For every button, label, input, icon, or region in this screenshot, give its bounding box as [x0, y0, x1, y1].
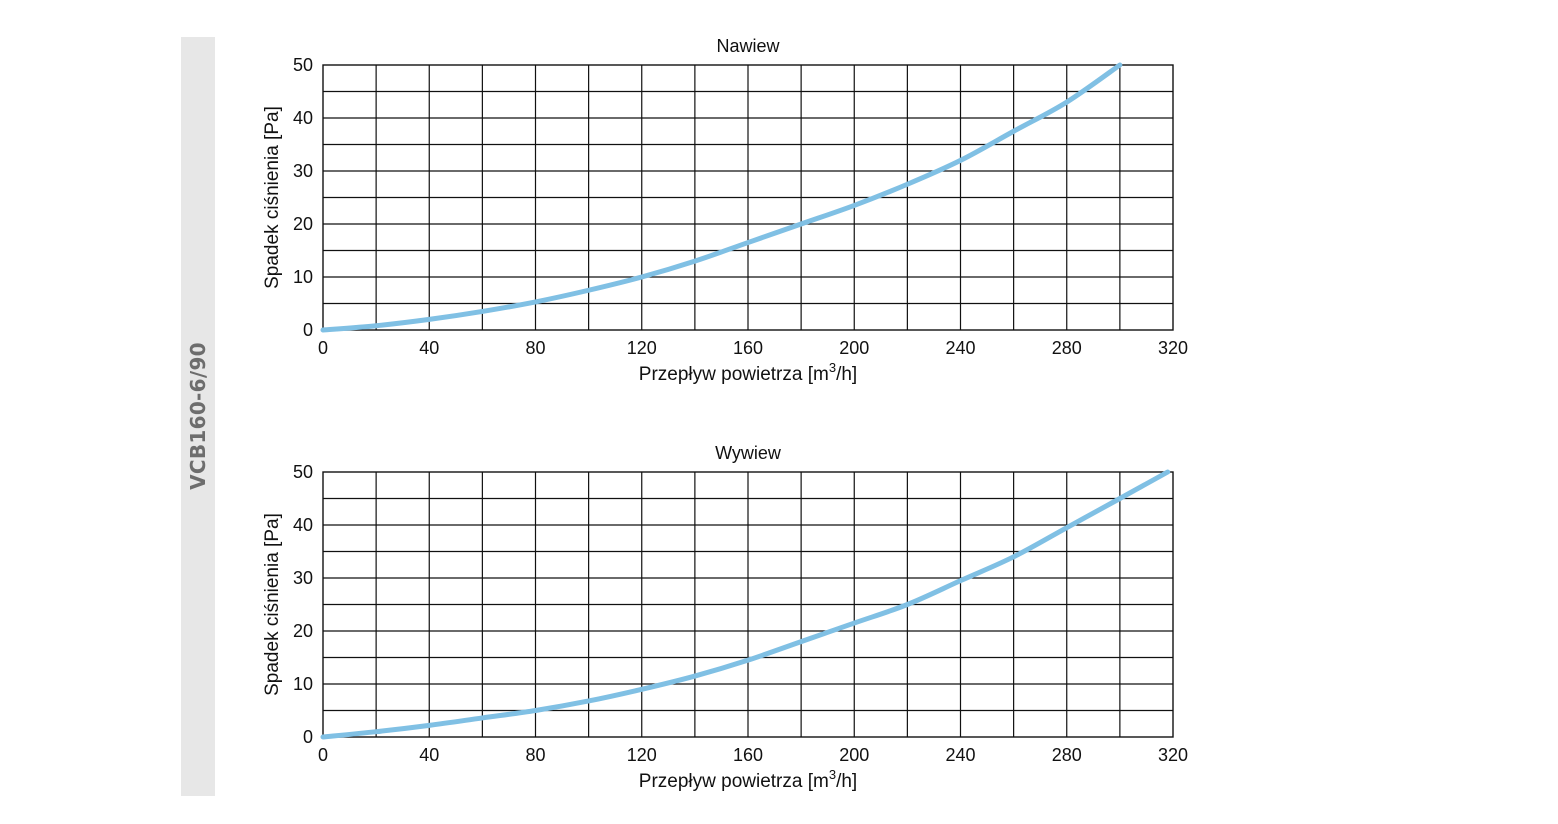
x-tick-label: 240: [945, 745, 975, 765]
y-axis-label: Spadek ciśnienia [Pa]: [262, 106, 283, 289]
y-tick-label: 40: [293, 515, 313, 535]
y-tick-label: 20: [293, 214, 313, 234]
series-line-nawiew: [320, 62, 1123, 333]
x-axis-label-superscript: 3: [829, 767, 836, 782]
y-tick-label: 10: [293, 267, 313, 287]
y-tick-label: 0: [303, 320, 313, 340]
chart-title: Wywiew: [715, 443, 782, 463]
x-axis-label-superscript: 3: [829, 360, 836, 375]
y-tick-label: 40: [293, 108, 313, 128]
x-tick-label: 0: [318, 745, 328, 765]
x-tick-label: 280: [1052, 745, 1082, 765]
series-line-wywiew: [320, 469, 1171, 740]
x-tick-label: 160: [733, 338, 763, 358]
x-axis-label-tail: /h]: [836, 364, 857, 385]
y-tick-label: 50: [293, 462, 313, 482]
chart-wywiew: Wywiew 0 40 80 120 160 200 240 280 320 0 10 20 30 40 50…: [262, 443, 1188, 792]
x-tick-label: 120: [627, 338, 657, 358]
x-axis-label-main: Przepływ powietrza [m: [639, 771, 829, 792]
y-tick-label: 50: [293, 55, 313, 75]
x-tick-label: 320: [1158, 745, 1188, 765]
x-axis-label-main: Przepływ powietrza [m: [639, 364, 829, 385]
y-tick-label: 10: [293, 674, 313, 694]
x-tick-label: 320: [1158, 338, 1188, 358]
x-tick-label: 80: [525, 338, 545, 358]
x-axis-label: Przepływ powietrza [m3/h]: [639, 767, 857, 792]
x-tick-label: 240: [945, 338, 975, 358]
x-tick-label: 40: [419, 338, 439, 358]
chart-title: Nawiew: [716, 36, 780, 56]
y-tick-label: 30: [293, 161, 313, 181]
chart-nawiew: Nawiew 0 40 80 120 160 200 240 280 320 0 10 20 30 40 50…: [262, 36, 1188, 385]
x-tick-label: 280: [1052, 338, 1082, 358]
plot-frame: [322, 64, 1174, 331]
y-axis-label: Spadek ciśnienia [Pa]: [262, 513, 283, 696]
x-tick-label: 160: [733, 745, 763, 765]
x-tick-label: 200: [839, 745, 869, 765]
x-tick-label: 0: [318, 338, 328, 358]
side-band: [181, 37, 215, 796]
y-tick-label: 30: [293, 568, 313, 588]
x-tick-label: 200: [839, 338, 869, 358]
x-tick-label: 40: [419, 745, 439, 765]
y-tick-label: 20: [293, 621, 313, 641]
y-tick-label: 0: [303, 727, 313, 747]
x-tick-label: 120: [627, 745, 657, 765]
x-axis-label: Przepływ powietrza [m3/h]: [639, 360, 857, 385]
x-axis-label-tail: /h]: [836, 771, 857, 792]
plot-frame: [322, 471, 1174, 738]
x-tick-label: 80: [525, 745, 545, 765]
